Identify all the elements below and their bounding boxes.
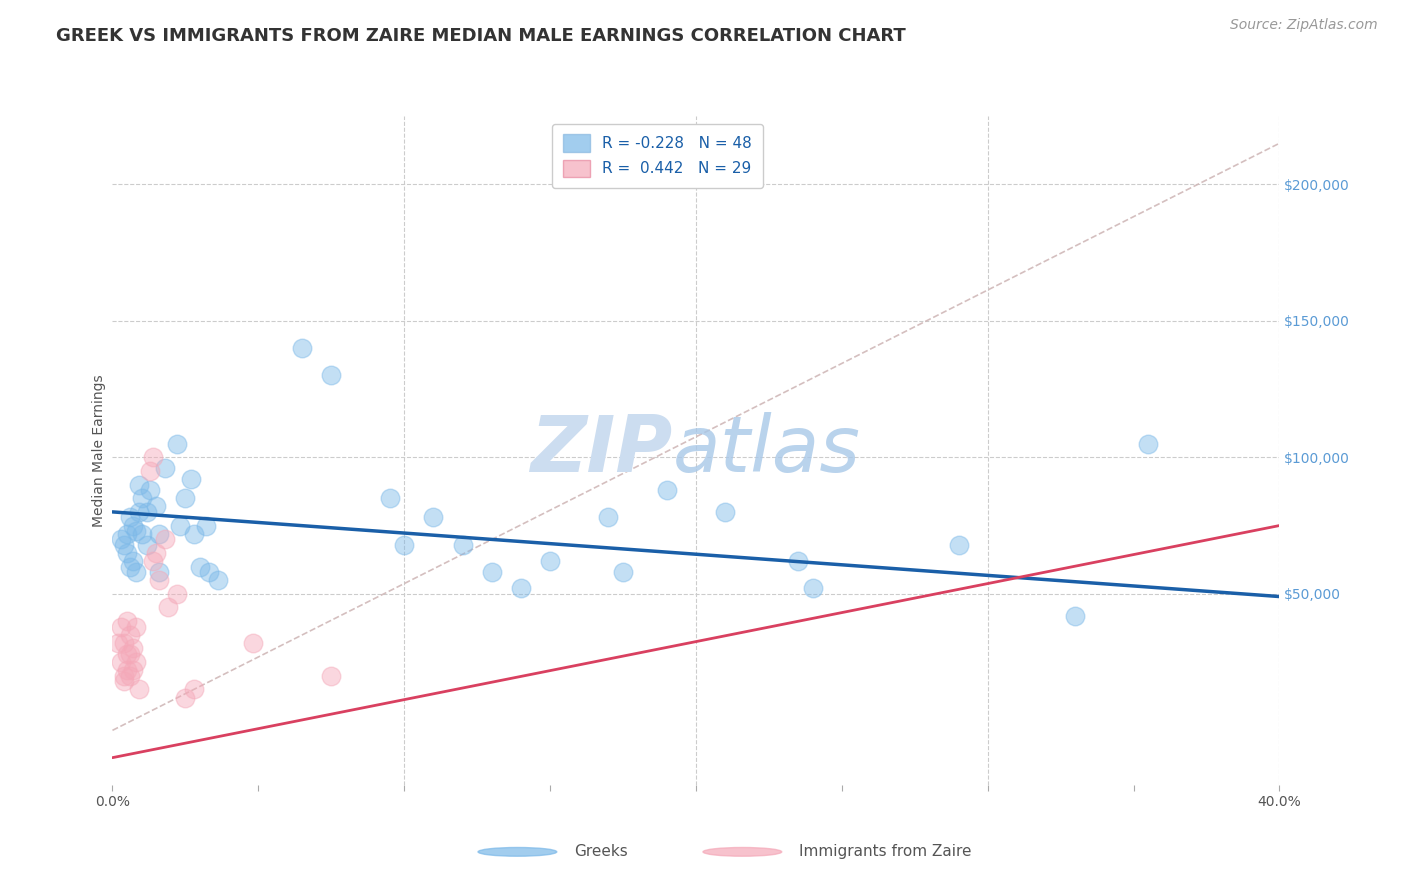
Point	[118, 559, 141, 574]
Point	[115, 663, 138, 677]
Point	[207, 573, 229, 587]
Point	[125, 619, 148, 633]
Point	[148, 526, 170, 541]
Point	[115, 526, 138, 541]
Point	[183, 526, 205, 541]
Point	[378, 491, 401, 506]
Point	[118, 628, 141, 642]
Point	[655, 483, 678, 497]
Point	[112, 669, 135, 683]
Point	[174, 491, 197, 506]
Point	[183, 682, 205, 697]
Point	[156, 600, 179, 615]
Point	[122, 518, 145, 533]
Point	[392, 538, 416, 552]
Point	[291, 341, 314, 355]
Point	[115, 614, 138, 628]
Point	[112, 636, 135, 650]
Point	[1064, 608, 1087, 623]
Text: Immigrants from Zaire: Immigrants from Zaire	[799, 845, 972, 859]
Point	[194, 518, 217, 533]
Point	[125, 524, 148, 538]
Point	[148, 573, 170, 587]
Text: GREEK VS IMMIGRANTS FROM ZAIRE MEDIAN MALE EARNINGS CORRELATION CHART: GREEK VS IMMIGRANTS FROM ZAIRE MEDIAN MA…	[56, 27, 905, 45]
Point	[142, 450, 165, 465]
Point	[612, 565, 634, 579]
Point	[451, 538, 474, 552]
Point	[115, 546, 138, 560]
Point	[153, 532, 176, 546]
Point	[509, 582, 531, 596]
Point	[122, 641, 145, 656]
Text: Greeks: Greeks	[574, 845, 627, 859]
Point	[142, 554, 165, 568]
Point	[112, 538, 135, 552]
Point	[1137, 436, 1160, 450]
Point	[148, 565, 170, 579]
Text: Source: ZipAtlas.com: Source: ZipAtlas.com	[1230, 18, 1378, 32]
Text: atlas: atlas	[672, 412, 860, 489]
Point	[139, 464, 162, 478]
Point	[801, 582, 824, 596]
Point	[174, 690, 197, 705]
Point	[125, 565, 148, 579]
Point	[169, 518, 191, 533]
Point	[197, 565, 219, 579]
Point	[115, 647, 138, 661]
Point	[153, 461, 176, 475]
Point	[422, 510, 444, 524]
Point	[118, 647, 141, 661]
Point	[128, 477, 150, 491]
Point	[125, 655, 148, 669]
Circle shape	[478, 847, 557, 856]
Circle shape	[703, 847, 782, 856]
Point	[145, 546, 167, 560]
Point	[136, 505, 159, 519]
Point	[598, 510, 620, 524]
Legend: R = -0.228   N = 48, R =  0.442   N = 29: R = -0.228 N = 48, R = 0.442 N = 29	[553, 124, 763, 188]
Point	[180, 472, 202, 486]
Point	[122, 663, 145, 677]
Point	[128, 682, 150, 697]
Point	[110, 619, 132, 633]
Y-axis label: Median Male Earnings: Median Male Earnings	[91, 374, 105, 527]
Point	[139, 483, 162, 497]
Point	[131, 491, 153, 506]
Text: ZIP: ZIP	[530, 412, 672, 489]
Point	[145, 500, 167, 514]
Point	[242, 636, 264, 650]
Point	[321, 368, 343, 383]
Point	[118, 510, 141, 524]
Point	[714, 505, 737, 519]
Point	[118, 669, 141, 683]
Point	[188, 559, 211, 574]
Point	[122, 554, 145, 568]
Point	[128, 505, 150, 519]
Point	[131, 526, 153, 541]
Point	[481, 565, 503, 579]
Point	[948, 538, 970, 552]
Point	[321, 669, 343, 683]
Point	[110, 532, 132, 546]
Point	[166, 587, 188, 601]
Point	[107, 636, 129, 650]
Point	[538, 554, 561, 568]
Point	[110, 655, 132, 669]
Point	[112, 674, 135, 689]
Point	[136, 538, 159, 552]
Point	[166, 436, 188, 450]
Point	[787, 554, 810, 568]
